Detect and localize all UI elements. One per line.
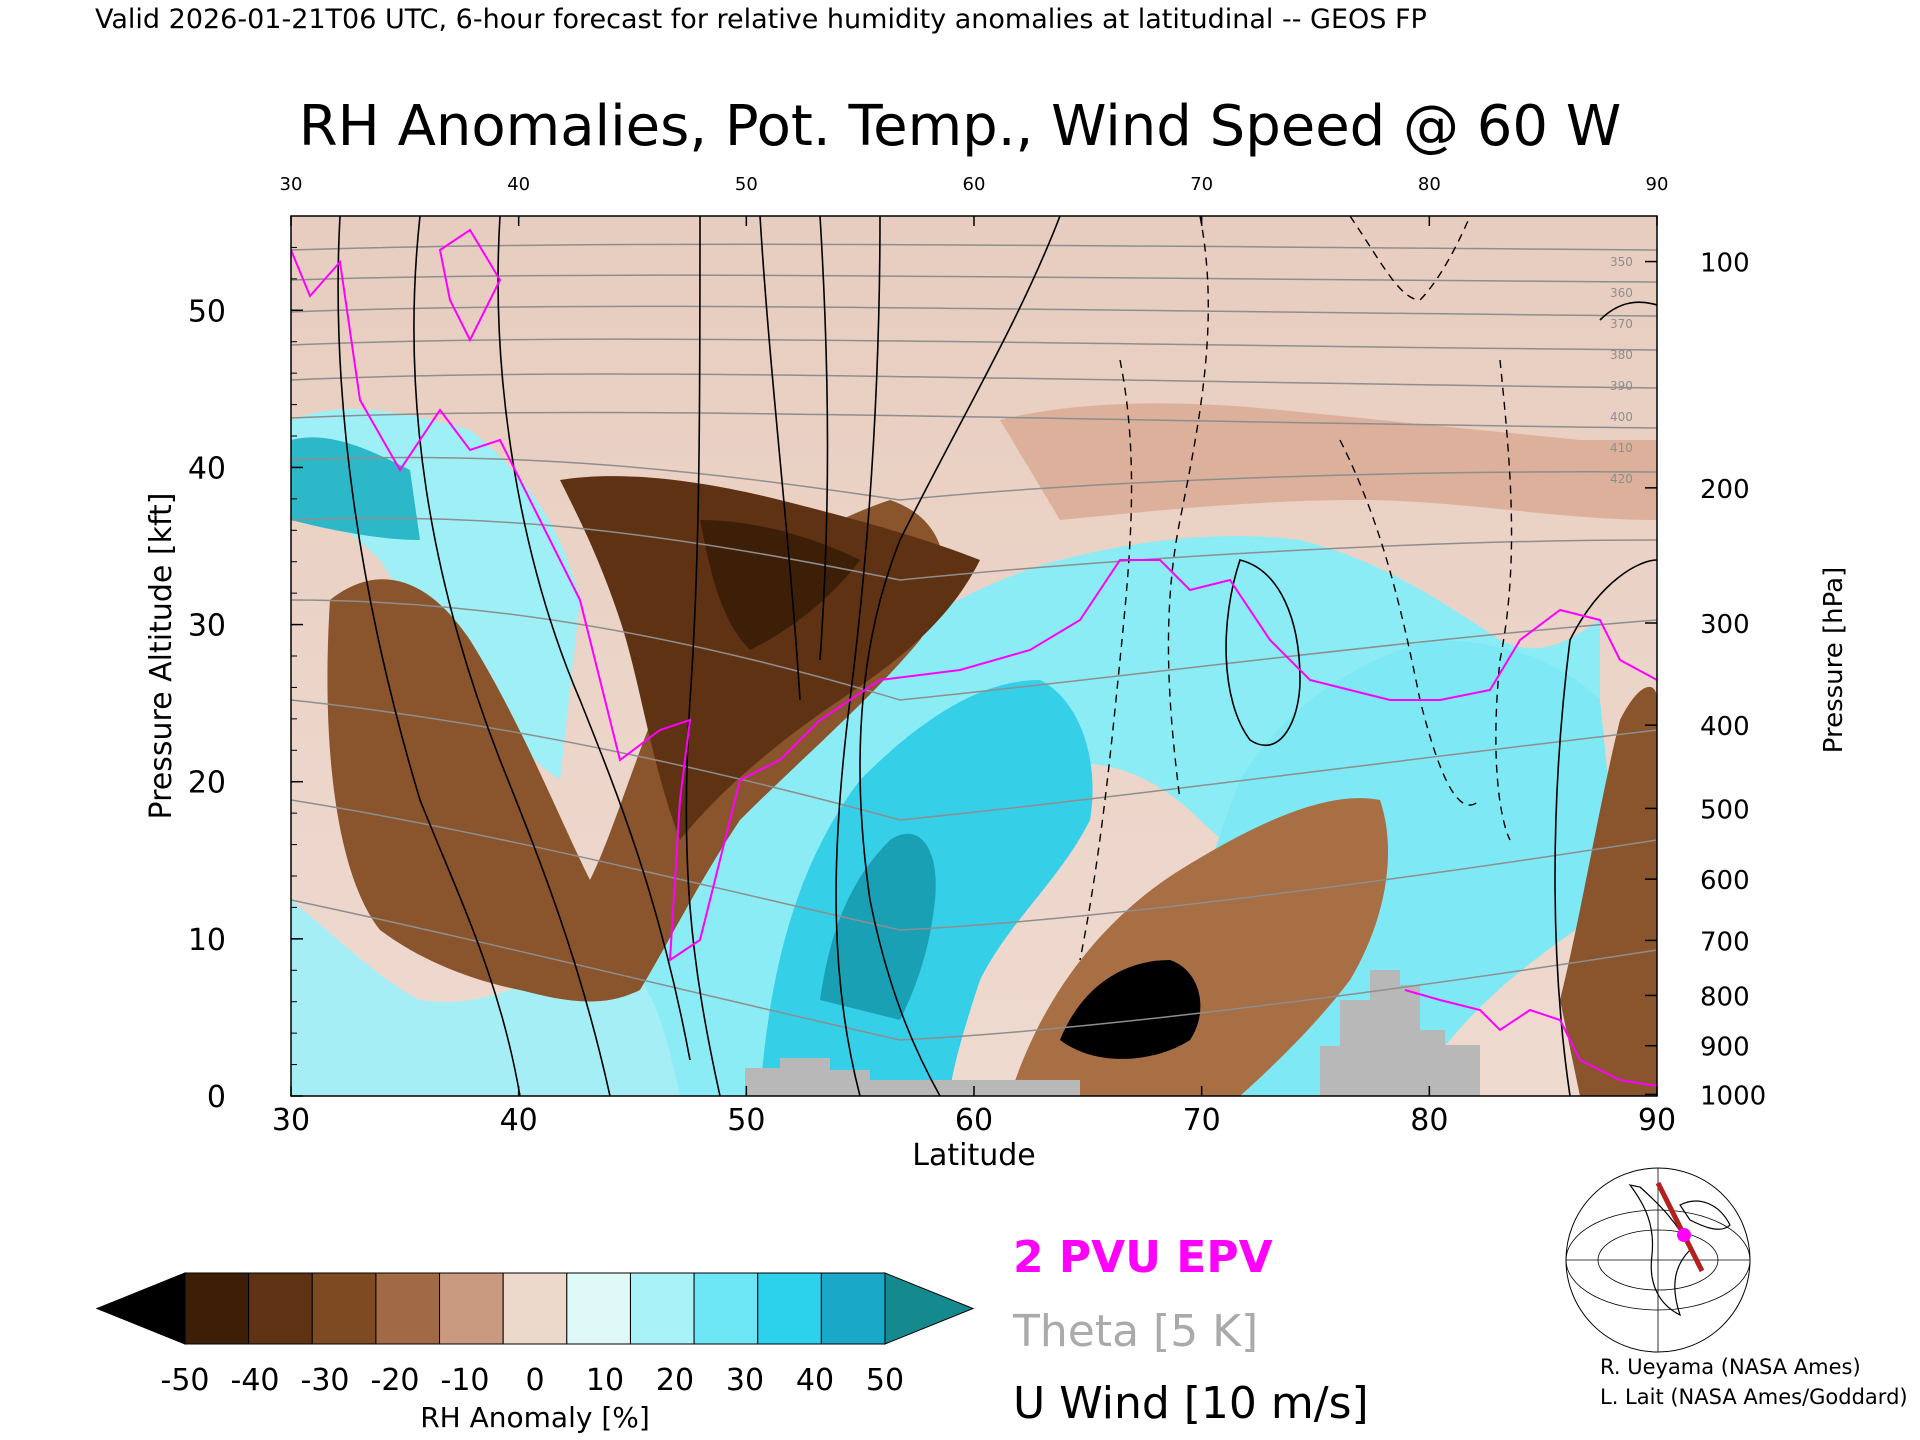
- colorbar-swatch: [184, 1272, 250, 1345]
- colorbar-swatch: [375, 1272, 441, 1345]
- theta-level-label: 360: [1610, 286, 1633, 300]
- pressure-tick-label: 400: [1700, 712, 1750, 742]
- x-tick-label: 50: [727, 1103, 765, 1138]
- colorbar-swatch: [502, 1272, 568, 1345]
- x-axis-top: 30 40 50 60 70 80 90: [280, 174, 1669, 226]
- theta-level-label: 350: [1610, 255, 1633, 269]
- rh-anomaly-field: [291, 216, 1657, 1096]
- theta-level-label: 380: [1610, 348, 1633, 362]
- theta-level-label: 420: [1610, 472, 1633, 486]
- colorbar-tick-label: -20: [371, 1363, 420, 1398]
- colorbar-tick-label: 20: [656, 1363, 694, 1398]
- colorbar-tick-label: 10: [586, 1363, 624, 1398]
- y-tick-label: 10: [188, 923, 226, 958]
- u-wind-contours: [337, 216, 1657, 1096]
- colorbar-low-arrow: [95, 1272, 186, 1345]
- colorbar-tick-label: -10: [441, 1363, 490, 1398]
- pressure-tick-label: 300: [1700, 610, 1750, 640]
- colorbar-tick-label: -40: [231, 1363, 280, 1398]
- x-top-tick-label: 80: [1418, 174, 1441, 195]
- pressure-tick-label: 600: [1700, 866, 1750, 896]
- colorbar-swatch: [439, 1272, 504, 1345]
- x-tick-label: 70: [1183, 1103, 1221, 1138]
- x-tick-label: 90: [1638, 1103, 1676, 1138]
- y-axis: 0 10 20 30 40 50: [188, 215, 303, 1115]
- y-tick-label: 50: [188, 294, 226, 329]
- colorbar-swatch: [566, 1272, 631, 1345]
- colorbar-tick-label: 30: [726, 1363, 764, 1398]
- y-tick-label: 30: [188, 609, 226, 644]
- y-tick-label: 20: [188, 766, 226, 801]
- y-tick-label: 40: [188, 451, 226, 486]
- colorbar-swatch: [311, 1272, 377, 1345]
- theta-level-label: 410: [1610, 441, 1633, 455]
- theta-level-label: 400: [1610, 410, 1633, 424]
- u-wind-negative-contours: [1079, 216, 1513, 961]
- y-axis-label: Pressure Altitude [kft]: [144, 493, 179, 820]
- epv-2pvu-contour: [291, 228, 1657, 1087]
- chart-title: RH Anomalies, Pot. Temp., Wind Speed @ 6…: [299, 94, 1621, 159]
- legend-epv: 2 PVU EPV: [1013, 1232, 1273, 1283]
- x-top-tick-label: 30: [280, 174, 303, 195]
- theta-level-label: 390: [1610, 379, 1633, 393]
- locator-map: [1565, 1167, 1751, 1353]
- legend-theta: Theta [5 K]: [1012, 1306, 1258, 1357]
- colorbar-swatch: [820, 1272, 886, 1345]
- x-top-tick-label: 60: [963, 174, 986, 195]
- y-tick-label: 0: [207, 1080, 226, 1115]
- colorbar-tick-label: 40: [796, 1363, 834, 1398]
- x-tick-label: 60: [955, 1103, 993, 1138]
- x-tick-label: 30: [272, 1103, 310, 1138]
- x-axis: 30 40 50 60 70 80 90: [272, 1086, 1676, 1138]
- colorbar-swatch: [757, 1272, 822, 1345]
- colorbar-label: RH Anomaly [%]: [420, 1401, 650, 1434]
- colorbar-high-arrow: [884, 1272, 975, 1345]
- pressure-tick-label: 800: [1700, 982, 1750, 1012]
- pressure-tick-label: 200: [1700, 475, 1750, 505]
- pressure-tick-label: 100: [1700, 249, 1750, 279]
- x-top-tick-label: 70: [1190, 174, 1213, 195]
- x-top-tick-label: 50: [735, 174, 758, 195]
- colorbar-swatch: [693, 1272, 759, 1345]
- colorbar-swatch: [629, 1272, 695, 1345]
- valid-line: Valid 2026-01-21T06 UTC, 6-hour forecast…: [95, 4, 1427, 35]
- credit-line-1: R. Ueyama (NASA Ames): [1600, 1355, 1861, 1379]
- colorbar-swatch: [248, 1272, 313, 1345]
- theta-level-label: 370: [1610, 317, 1633, 331]
- x-tick-label: 80: [1410, 1103, 1448, 1138]
- pressure-tick-label: 1000: [1700, 1081, 1766, 1111]
- colorbar: -50 -40 -30 -20 -10 0 10 20 30 40 50: [95, 1272, 975, 1398]
- pressure-axis-label: Pressure [hPa]: [1819, 567, 1849, 754]
- pressure-tick-label: 700: [1700, 927, 1750, 957]
- colorbar-tick-label: 0: [525, 1363, 544, 1398]
- colorbar-tick-label: 50: [866, 1363, 904, 1398]
- pressure-axis: 1000 900 800 700 600 500 400 300 200 100 350 360 370…: [1610, 249, 1766, 1112]
- pressure-tick-label: 900: [1700, 1033, 1750, 1063]
- credit-line-2: L. Lait (NASA Ames/Goddard): [1600, 1385, 1908, 1409]
- x-axis-label: Latitude: [912, 1138, 1035, 1173]
- colorbar-tick-label: -30: [301, 1363, 350, 1398]
- legend-u-wind: U Wind [10 m/s]: [1013, 1378, 1369, 1429]
- x-top-tick-label: 40: [507, 174, 530, 195]
- x-tick-label: 40: [500, 1103, 538, 1138]
- colorbar-tick-label: -50: [161, 1363, 210, 1398]
- x-top-tick-label: 90: [1646, 174, 1669, 195]
- pressure-tick-label: 500: [1700, 795, 1750, 825]
